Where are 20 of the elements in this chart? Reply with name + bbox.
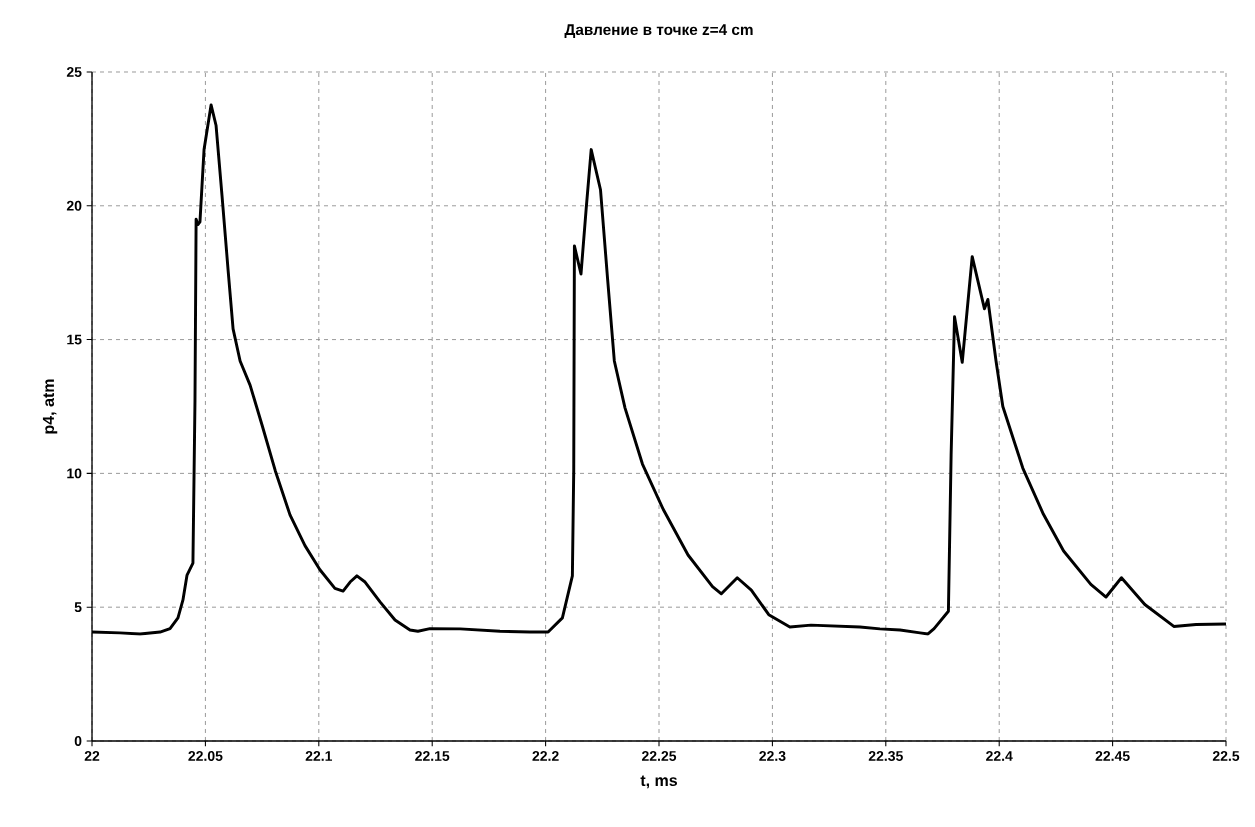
x-axis-title: t, ms: [640, 775, 678, 789]
x-tick-label: 22: [84, 751, 100, 761]
x-tick-label: 22.4: [986, 751, 1013, 761]
y-tick-label: 20: [66, 200, 82, 211]
y-axis-title: p4, atm: [42, 379, 58, 434]
x-tick-label: 22.5: [1212, 751, 1240, 761]
x-tick-label: 22.25: [641, 751, 677, 761]
x-tick-label: 22.3: [759, 751, 786, 761]
x-tick-label: 22.1: [305, 751, 333, 761]
x-tick-label: 22.15: [415, 751, 450, 761]
y-tick-label: 25: [66, 67, 82, 77]
x-tick-label: 22.2: [532, 751, 559, 761]
x-tick-label: 22.45: [1095, 751, 1130, 761]
y-tick-label: 5: [74, 602, 82, 613]
y-tick-label: 15: [67, 334, 82, 345]
y-tick-label: 10: [67, 468, 82, 479]
y-tick-label: 0: [74, 736, 82, 746]
x-tick-label: 22.35: [868, 751, 903, 761]
chart-title: Давление в точке z=4 cm: [564, 24, 753, 38]
x-tick-label: 22.05: [188, 751, 223, 761]
